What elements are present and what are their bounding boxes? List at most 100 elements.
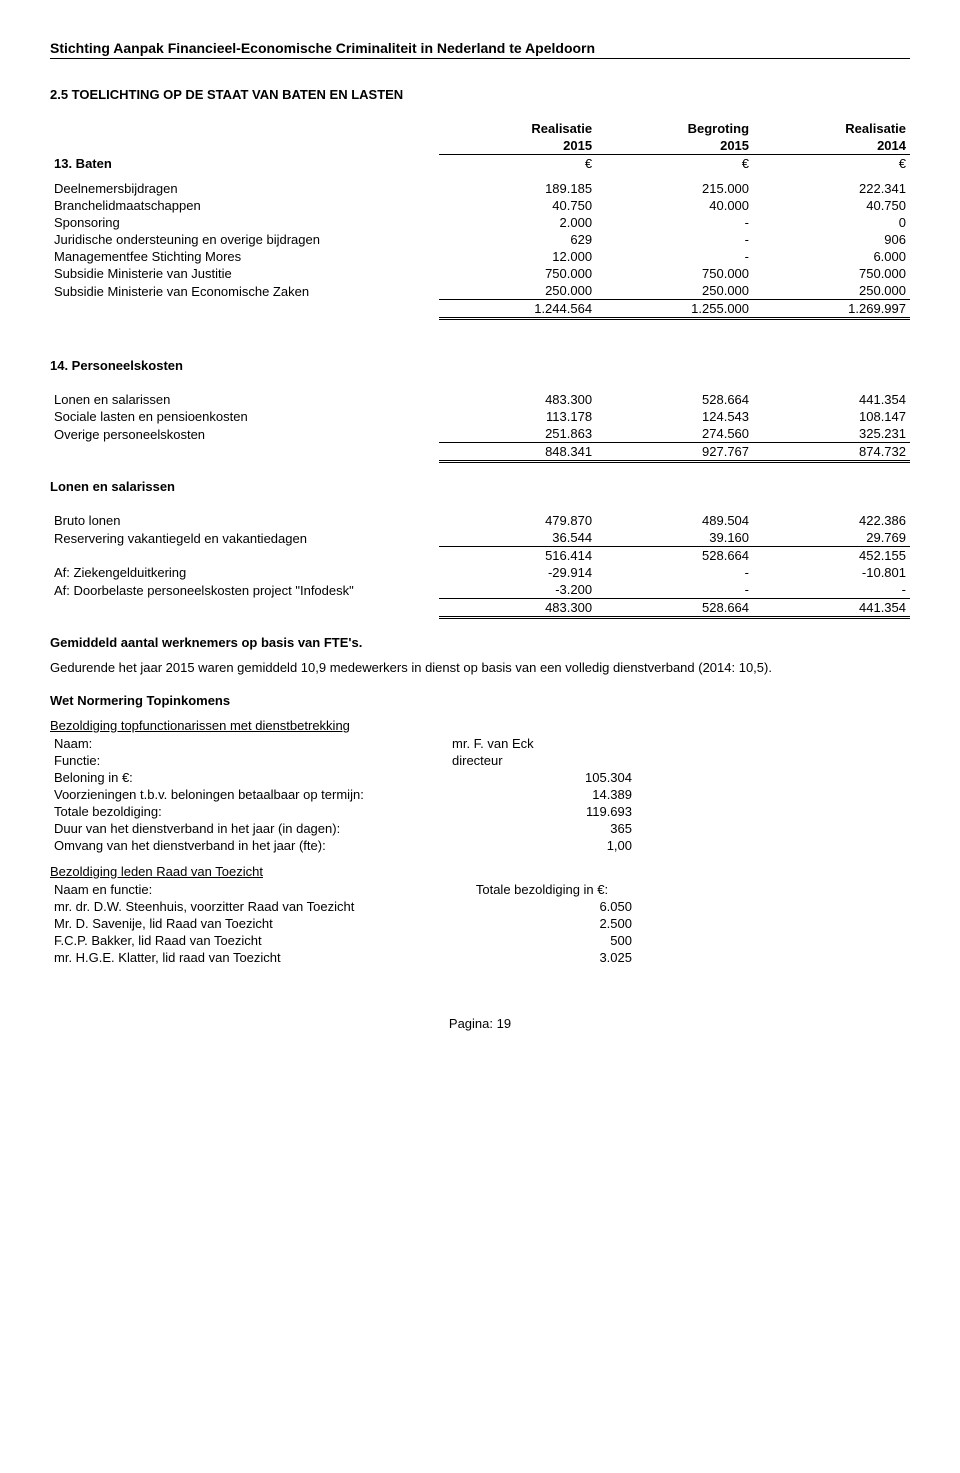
info-label: Naam en functie: (50, 881, 448, 898)
info-row: Mr. D. Savenije, lid Raad van Toezicht2.… (50, 915, 636, 932)
value-cell: 39.160 (596, 529, 753, 547)
personeelskosten-table: Lonen en salarissen483.300528.664441.354… (50, 391, 910, 463)
value-cell: 452.155 (753, 547, 910, 565)
value-cell: 528.664 (596, 391, 753, 408)
info-value: Totale bezoldiging in €: (448, 881, 636, 898)
value-cell: 113.178 (439, 408, 596, 425)
label-cell: Reservering vakantiegeld en vakantiedage… (50, 529, 439, 547)
info-value: mr. F. van Eck (448, 735, 636, 752)
value-cell: 1.255.000 (596, 300, 753, 319)
info-label: Totale bezoldiging: (50, 803, 448, 820)
fte-paragraph: Gedurende het jaar 2015 waren gemiddeld … (50, 660, 910, 677)
info-row: Naam:mr. F. van Eck (50, 735, 636, 752)
info-value: 105.304 (448, 769, 636, 786)
info-value: 6.050 (448, 898, 636, 915)
column-headers-table: Realisatie Begroting Realisatie 2015 201… (50, 120, 910, 180)
value-cell: 483.300 (439, 391, 596, 408)
table-row: Juridische ondersteuning en overige bijd… (50, 231, 910, 248)
value-cell: 422.386 (753, 512, 910, 529)
value-cell: 750.000 (753, 265, 910, 282)
table-row: Sociale lasten en pensioenkosten113.178 1… (50, 408, 910, 425)
page-header: Stichting Aanpak Financieel-Economische … (50, 40, 910, 59)
info-row: F.C.P. Bakker, lid Raad van Toezicht500 (50, 932, 636, 949)
info-row: Voorzieningen t.b.v. beloningen betaalba… (50, 786, 636, 803)
value-cell: - (596, 248, 753, 265)
label-cell (50, 443, 439, 462)
value-cell: 479.870 (439, 512, 596, 529)
info-value: 2.500 (448, 915, 636, 932)
value-cell: 927.767 (596, 443, 753, 462)
info-row: Functie:directeur (50, 752, 636, 769)
info-label: Beloning in €: (50, 769, 448, 786)
colhdr-2c: € (596, 155, 753, 173)
info-value: 119.693 (448, 803, 636, 820)
info-label: Functie: (50, 752, 448, 769)
value-cell: 250.000 (439, 282, 596, 300)
value-cell: - (596, 231, 753, 248)
label-cell: Subsidie Ministerie van Justitie (50, 265, 439, 282)
value-cell: 40.750 (439, 197, 596, 214)
value-cell: 222.341 (753, 180, 910, 197)
value-cell: 1.269.997 (753, 300, 910, 319)
info-row: Naam en functie:Totale bezoldiging in €: (50, 881, 636, 898)
value-cell: -29.914 (439, 564, 596, 581)
value-cell: 189.185 (439, 180, 596, 197)
info-row: Omvang van het dienstverband in het jaar… (50, 837, 636, 854)
table-row: Sponsoring2.000-0 (50, 214, 910, 231)
value-cell: 629 (439, 231, 596, 248)
value-cell: 108.147 (753, 408, 910, 425)
colhdr-1a: Realisatie (439, 120, 596, 137)
value-cell: 441.354 (753, 391, 910, 408)
table-row: Overige personeelskosten251.863274.56032… (50, 425, 910, 443)
table-row: Branchelidmaatschappen40.75040.00040.750 (50, 197, 910, 214)
info-row: Beloning in €:105.304 (50, 769, 636, 786)
label-cell: Branchelidmaatschappen (50, 197, 439, 214)
label-cell: Bruto lonen (50, 512, 439, 529)
info-label: F.C.P. Bakker, lid Raad van Toezicht (50, 932, 448, 949)
label-cell: Af: Ziekengelduitkering (50, 564, 439, 581)
value-cell: 12.000 (439, 248, 596, 265)
info-value: 3.025 (448, 949, 636, 966)
value-cell: - (596, 564, 753, 581)
label-cell: Deelnemersbijdragen (50, 180, 439, 197)
value-cell: 874.732 (753, 443, 910, 462)
label-cell: Af: Doorbelaste personeelskosten project… (50, 581, 439, 599)
value-cell: 29.769 (753, 529, 910, 547)
value-cell: 40.000 (596, 197, 753, 214)
label-cell: Overige personeelskosten (50, 425, 439, 443)
value-cell: 441.354 (753, 599, 910, 618)
topfunctionaris-table: Naam:mr. F. van EckFunctie:directeurBelo… (50, 735, 636, 854)
lonen-table: Bruto lonen479.870489.504422.386Reserver… (50, 512, 910, 619)
value-cell: 489.504 (596, 512, 753, 529)
value-cell: 274.560 (596, 425, 753, 443)
info-value: 365 (448, 820, 636, 837)
label-cell (50, 300, 439, 319)
info-label: Naam: (50, 735, 448, 752)
value-cell: 848.341 (439, 443, 596, 462)
table-row: Lonen en salarissen483.300528.664441.354 (50, 391, 910, 408)
value-cell: 325.231 (753, 425, 910, 443)
colhdr-1c: € (439, 155, 596, 173)
bezoldiging-rvt-title: Bezoldiging leden Raad van Toezicht (50, 864, 910, 879)
table-row: 848.341927.767874.732 (50, 443, 910, 462)
label-cell: Managementfee Stichting Mores (50, 248, 439, 265)
label-cell (50, 599, 439, 618)
table-row: 1.244.5641.255.0001.269.997 (50, 300, 910, 319)
value-cell: 528.664 (596, 547, 753, 565)
main-section-title: 2.5 TOELICHTING OP DE STAAT VAN BATEN EN… (50, 87, 910, 102)
value-cell: 251.863 (439, 425, 596, 443)
table-row: Bruto lonen479.870489.504422.386 (50, 512, 910, 529)
section-13-title: 13. Baten (50, 155, 439, 173)
table-row: Managementfee Stichting Mores12.000-6.00… (50, 248, 910, 265)
info-label: mr. H.G.E. Klatter, lid raad van Toezich… (50, 949, 448, 966)
label-cell: Sociale lasten en pensioenkosten (50, 408, 439, 425)
table-row: Af: Ziekengelduitkering-29.914--10.801 (50, 564, 910, 581)
colhdr-3c: € (753, 155, 910, 173)
value-cell: 2.000 (439, 214, 596, 231)
value-cell: 0 (753, 214, 910, 231)
fte-title: Gemiddeld aantal werknemers op basis van… (50, 635, 910, 650)
table-row: Subsidie Ministerie van Economische Zake… (50, 282, 910, 300)
info-value: 500 (448, 932, 636, 949)
value-cell: 6.000 (753, 248, 910, 265)
value-cell: 1.244.564 (439, 300, 596, 319)
